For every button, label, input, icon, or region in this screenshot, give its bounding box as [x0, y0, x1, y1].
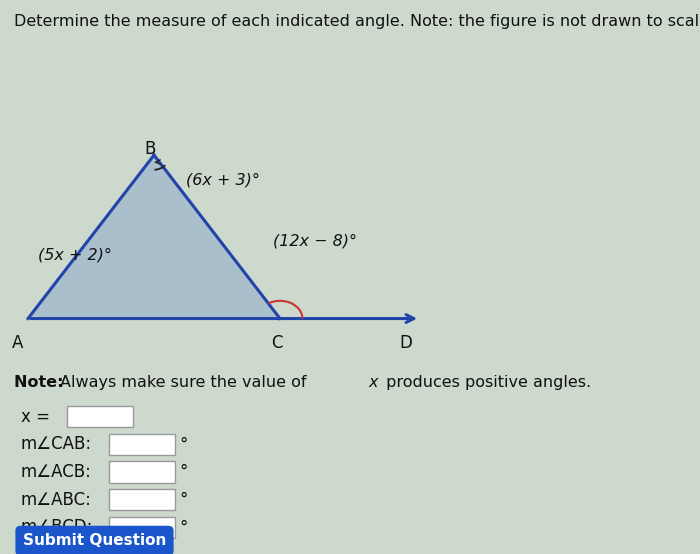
Text: m∠CAB:: m∠CAB:: [21, 435, 92, 453]
Text: (12x − 8)°: (12x − 8)°: [273, 233, 357, 249]
Text: B: B: [145, 140, 156, 157]
Text: produces positive angles.: produces positive angles.: [381, 375, 591, 390]
Text: Submit Question: Submit Question: [23, 533, 166, 548]
Text: Determine the measure of each indicated angle. Note: the figure is not drawn to : Determine the measure of each indicated …: [14, 14, 700, 29]
FancyBboxPatch shape: [66, 406, 133, 427]
FancyBboxPatch shape: [108, 489, 175, 510]
Text: A: A: [12, 334, 23, 351]
Text: °: °: [179, 435, 188, 453]
Text: x: x: [368, 375, 378, 390]
Text: x =: x =: [21, 408, 50, 425]
Text: m∠ABC:: m∠ABC:: [21, 491, 92, 509]
Polygon shape: [28, 155, 280, 319]
Text: °: °: [179, 519, 188, 536]
Text: °: °: [179, 491, 188, 509]
FancyBboxPatch shape: [108, 434, 175, 455]
FancyBboxPatch shape: [108, 517, 175, 538]
Text: (6x + 3)°: (6x + 3)°: [186, 172, 260, 188]
Text: °: °: [179, 463, 188, 481]
Text: C: C: [271, 334, 282, 351]
FancyBboxPatch shape: [108, 461, 175, 483]
Text: D: D: [400, 334, 412, 351]
Text: m∠ACB:: m∠ACB:: [21, 463, 92, 481]
Text: Always make sure the value of: Always make sure the value of: [60, 375, 311, 390]
Text: (5x + 2)°: (5x + 2)°: [38, 247, 113, 263]
FancyBboxPatch shape: [15, 526, 174, 554]
Text: m∠BCD:: m∠BCD:: [21, 519, 93, 536]
Text: Note:: Note:: [14, 375, 69, 390]
